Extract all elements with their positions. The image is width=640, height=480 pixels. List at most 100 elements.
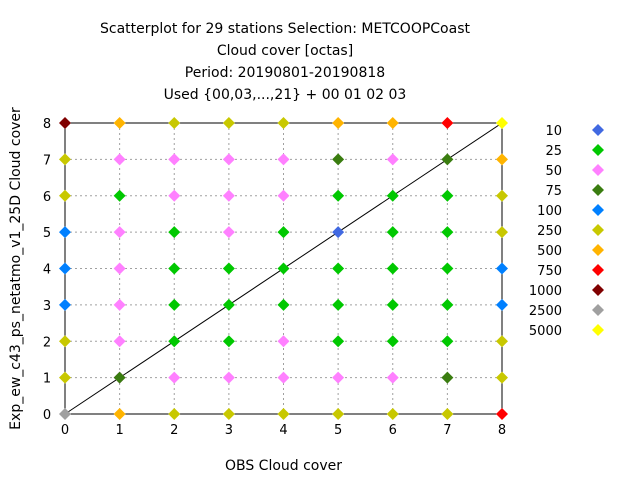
legend-label: 750 bbox=[537, 264, 562, 279]
y-tick-label: 1 bbox=[43, 372, 51, 387]
scatter-point bbox=[332, 408, 345, 420]
y-axis-label: Exp_ew_c43_ps_netatmo_v1_25D Cloud cover bbox=[8, 107, 24, 430]
legend-label: 5000 bbox=[529, 324, 562, 339]
x-tick-label: 2 bbox=[170, 423, 178, 438]
legend-marker bbox=[592, 164, 604, 176]
title-line-2: Cloud cover [octas] bbox=[216, 43, 354, 59]
title-line-3: Period: 20190801-20190818 bbox=[184, 65, 386, 81]
scatter-point bbox=[277, 226, 290, 239]
scatter-point bbox=[168, 298, 181, 311]
scatter-point bbox=[59, 262, 71, 275]
scatter-point bbox=[386, 335, 399, 348]
legend-label: 250 bbox=[537, 224, 562, 239]
scatter-point bbox=[168, 408, 181, 420]
legend-marker bbox=[592, 304, 604, 316]
scatter-point bbox=[113, 371, 126, 384]
scatter-point bbox=[441, 262, 454, 275]
scatter-point bbox=[277, 335, 290, 348]
y-tick-label: 4 bbox=[43, 263, 51, 278]
legend-marker bbox=[592, 244, 604, 256]
scatter-point bbox=[441, 153, 454, 166]
scatter-point bbox=[386, 262, 399, 275]
scatter-point bbox=[277, 189, 290, 202]
scatter-point bbox=[386, 408, 399, 420]
scatter-point bbox=[441, 408, 454, 420]
x-tick-label: 0 bbox=[61, 423, 69, 438]
chart-title: Scatterplot for 29 stations Selection: M… bbox=[0, 18, 570, 106]
data-points bbox=[59, 117, 508, 420]
title-line-4: Used {00,03,...,21} + 00 01 02 03 bbox=[163, 87, 407, 103]
scatter-point bbox=[441, 335, 454, 348]
x-tick-label: 6 bbox=[389, 423, 397, 438]
scatter-point bbox=[386, 117, 399, 129]
y-tick-label: 0 bbox=[43, 408, 51, 423]
x-tick-label: 1 bbox=[115, 423, 123, 438]
scatter-point bbox=[113, 408, 126, 420]
scatter-point bbox=[386, 226, 399, 239]
scatter-point bbox=[441, 117, 454, 129]
legend-marker bbox=[592, 284, 604, 296]
scatter-point bbox=[332, 371, 345, 384]
scatter-point bbox=[113, 262, 126, 275]
scatter-point bbox=[441, 371, 454, 384]
scatter-point bbox=[332, 262, 345, 275]
x-tick-label: 7 bbox=[443, 423, 451, 438]
scatter-point bbox=[59, 226, 71, 239]
scatter-point bbox=[168, 189, 181, 202]
legend-label: 2500 bbox=[529, 304, 562, 319]
scatter-point bbox=[386, 298, 399, 311]
title-line-1: Scatterplot for 29 stations Selection: M… bbox=[100, 21, 470, 37]
legend-label: 100 bbox=[537, 204, 562, 219]
legend-marker bbox=[592, 324, 604, 336]
scatter-point bbox=[222, 371, 235, 384]
scatter-point bbox=[222, 189, 235, 202]
x-axis-label: OBS Cloud cover bbox=[225, 458, 342, 474]
scatter-point bbox=[168, 262, 181, 275]
scatter-point bbox=[59, 335, 71, 348]
scatter-point bbox=[496, 226, 508, 239]
scatter-point bbox=[277, 117, 290, 129]
legend-marker bbox=[592, 124, 604, 136]
axis-ticks: 0 1 2 3 4 5 6 7 8 0 1 2 3 4 5 6 7 8 bbox=[43, 117, 506, 438]
legend-marker bbox=[592, 224, 604, 236]
legend-marker bbox=[592, 144, 604, 156]
scatter-point bbox=[222, 262, 235, 275]
y-tick-label: 2 bbox=[43, 335, 51, 350]
scatter-point bbox=[332, 298, 345, 311]
scatter-point bbox=[496, 371, 508, 384]
scatter-point bbox=[222, 226, 235, 239]
scatter-point bbox=[277, 371, 290, 384]
scatter-point bbox=[441, 226, 454, 239]
scatter-point bbox=[59, 408, 71, 420]
x-tick-label: 5 bbox=[334, 423, 342, 438]
scatter-point bbox=[496, 408, 508, 420]
y-tick-label: 6 bbox=[43, 190, 51, 205]
scatter-point bbox=[113, 189, 126, 202]
scatter-point bbox=[113, 298, 126, 311]
scatter-point bbox=[277, 408, 290, 420]
scatter-point bbox=[332, 335, 345, 348]
y-tick-label: 5 bbox=[43, 226, 51, 241]
scatter-point bbox=[168, 226, 181, 239]
scatter-point bbox=[386, 189, 399, 202]
scatter-point bbox=[113, 117, 126, 129]
legend-label: 75 bbox=[545, 184, 562, 199]
scatter-point bbox=[113, 226, 126, 239]
legend-label: 1000 bbox=[529, 284, 562, 299]
scatter-point bbox=[332, 189, 345, 202]
scatter-point bbox=[496, 298, 508, 311]
scatter-point bbox=[168, 371, 181, 384]
scatter-point bbox=[59, 153, 71, 166]
legend-label: 10 bbox=[545, 124, 562, 139]
scatter-point bbox=[168, 335, 181, 348]
scatter-point bbox=[222, 298, 235, 311]
scatter-point bbox=[277, 262, 290, 275]
scatter-point bbox=[113, 153, 126, 166]
scatter-point bbox=[59, 189, 71, 202]
scatter-point bbox=[168, 117, 181, 129]
scatter-point bbox=[222, 117, 235, 129]
scatter-point bbox=[168, 153, 181, 166]
scatter-point bbox=[496, 153, 508, 166]
scatter-point bbox=[222, 408, 235, 420]
